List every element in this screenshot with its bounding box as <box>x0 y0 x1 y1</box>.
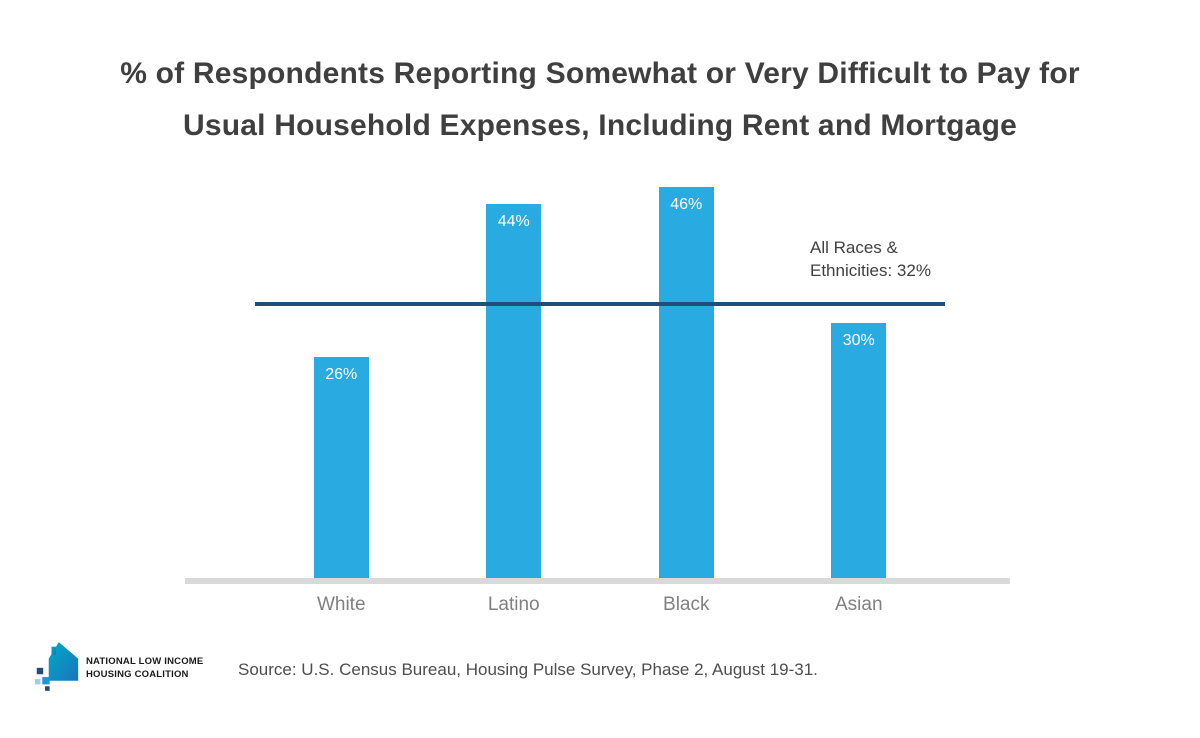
category-label-asian: Asian <box>834 594 883 615</box>
source-note: Source: U.S. Census Bureau, Housing Puls… <box>238 660 818 679</box>
chart-title-line2: Usual Household Expenses, Including Rent… <box>182 109 1018 143</box>
house-logo-icon <box>34 640 80 697</box>
nlihc-logo: NATIONAL LOW INCOME HOUSING COALITION <box>34 640 203 697</box>
bar-asian: 30% <box>831 323 887 578</box>
bar-value-label-latino: 44% <box>497 213 530 230</box>
category-labels: White Latino Black Asian <box>255 594 945 616</box>
bar-slot-black: 46% <box>600 155 773 578</box>
bar-value-label-asian: 30% <box>842 332 875 349</box>
plot-area: All Races & Ethnicities: 32% 26% 44% 46% 30… <box>255 155 945 578</box>
bar-white: 26% <box>313 357 369 578</box>
chart-title-line1: % of Respondents Reporting Somewhat or V… <box>120 57 1080 91</box>
logo-text-line2: HOUSING COALITION <box>86 668 189 680</box>
bar-slot-latino: 44% <box>428 155 601 578</box>
category-label-white: White <box>316 594 366 615</box>
bar-slot-asian: 30% <box>773 155 946 578</box>
bar-chart: All Races & Ethnicities: 32% 26% 44% 46% 30… <box>185 155 1010 615</box>
bar-value-label-black: 46% <box>670 196 703 213</box>
reference-line-annotation: All Races & Ethnicities: 32% <box>810 238 931 280</box>
logo-text-line1: NATIONAL LOW INCOME <box>86 656 204 668</box>
bar-slot-white: 26% <box>255 155 428 578</box>
chart-title: % of Respondents Reporting Somewhat or V… <box>40 48 1160 152</box>
reference-line <box>255 302 945 306</box>
category-label-black: Black <box>663 594 710 615</box>
bar-black: 46% <box>658 187 714 578</box>
bar-value-label-white: 26% <box>325 366 358 383</box>
logo-text: NATIONAL LOW INCOME HOUSING COALITION <box>86 656 203 681</box>
bar-latino: 44% <box>486 204 542 578</box>
category-label-latino: Latino <box>487 594 540 615</box>
x-axis-baseline <box>185 578 1010 584</box>
